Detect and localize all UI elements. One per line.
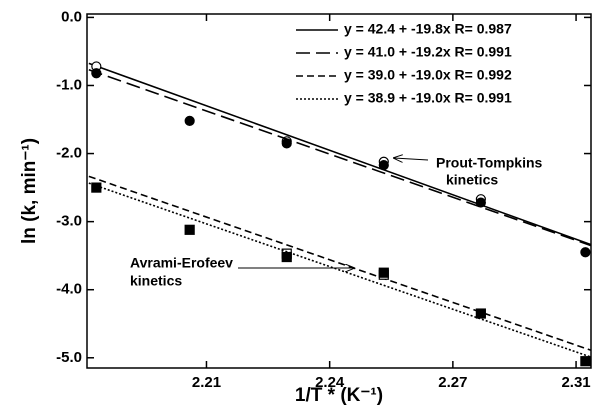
y-tick-label: -3.0 — [56, 213, 82, 230]
point — [281, 251, 292, 263]
fit-line — [88, 182, 592, 358]
plot-frame — [86, 13, 592, 369]
x-tick-label: 2.24 — [315, 374, 345, 391]
point — [184, 224, 195, 235]
y-axis-title: ln (k, min⁻¹) — [19, 138, 40, 244]
annotation: Prout-Tompkins — [436, 155, 543, 171]
point — [580, 356, 591, 367]
annotation: kinetics — [446, 172, 498, 188]
point — [378, 267, 389, 278]
point — [378, 160, 389, 171]
x-tick-label: 2.21 — [192, 374, 221, 391]
y-tick-label: -1.0 — [56, 76, 82, 93]
y-tick-label: -2.0 — [56, 145, 82, 162]
legend-label: y = 38.9 + -19.0x R= 0.991 — [344, 90, 512, 106]
y-tick-label: 0.0 — [61, 8, 82, 25]
legend-label: y = 42.4 + -19.8x R= 0.987 — [344, 21, 512, 37]
legend-label: y = 39.0 + -19.0x R= 0.992 — [344, 67, 512, 83]
annotation: Avrami-Erofeev — [130, 255, 233, 271]
point — [475, 197, 486, 208]
legend-label: y = 41.0 + -19.2x R= 0.991 — [344, 44, 512, 60]
point — [184, 115, 195, 126]
y-tick-label: -5.0 — [56, 349, 82, 366]
point — [580, 247, 591, 258]
x-tick-label: 2.27 — [438, 374, 467, 391]
x-axis-title: 1/T * (K⁻¹) — [295, 385, 383, 406]
y-tick-label: -4.0 — [56, 281, 82, 298]
annotation: kinetics — [130, 273, 182, 289]
x-tick-label: 2.31 — [561, 374, 590, 391]
point — [91, 68, 102, 79]
arrow — [394, 158, 429, 160]
point — [281, 138, 292, 149]
fit-line — [88, 69, 592, 247]
point — [91, 182, 102, 193]
fit-line — [88, 62, 592, 246]
fit-line — [88, 175, 592, 352]
point — [475, 308, 486, 319]
